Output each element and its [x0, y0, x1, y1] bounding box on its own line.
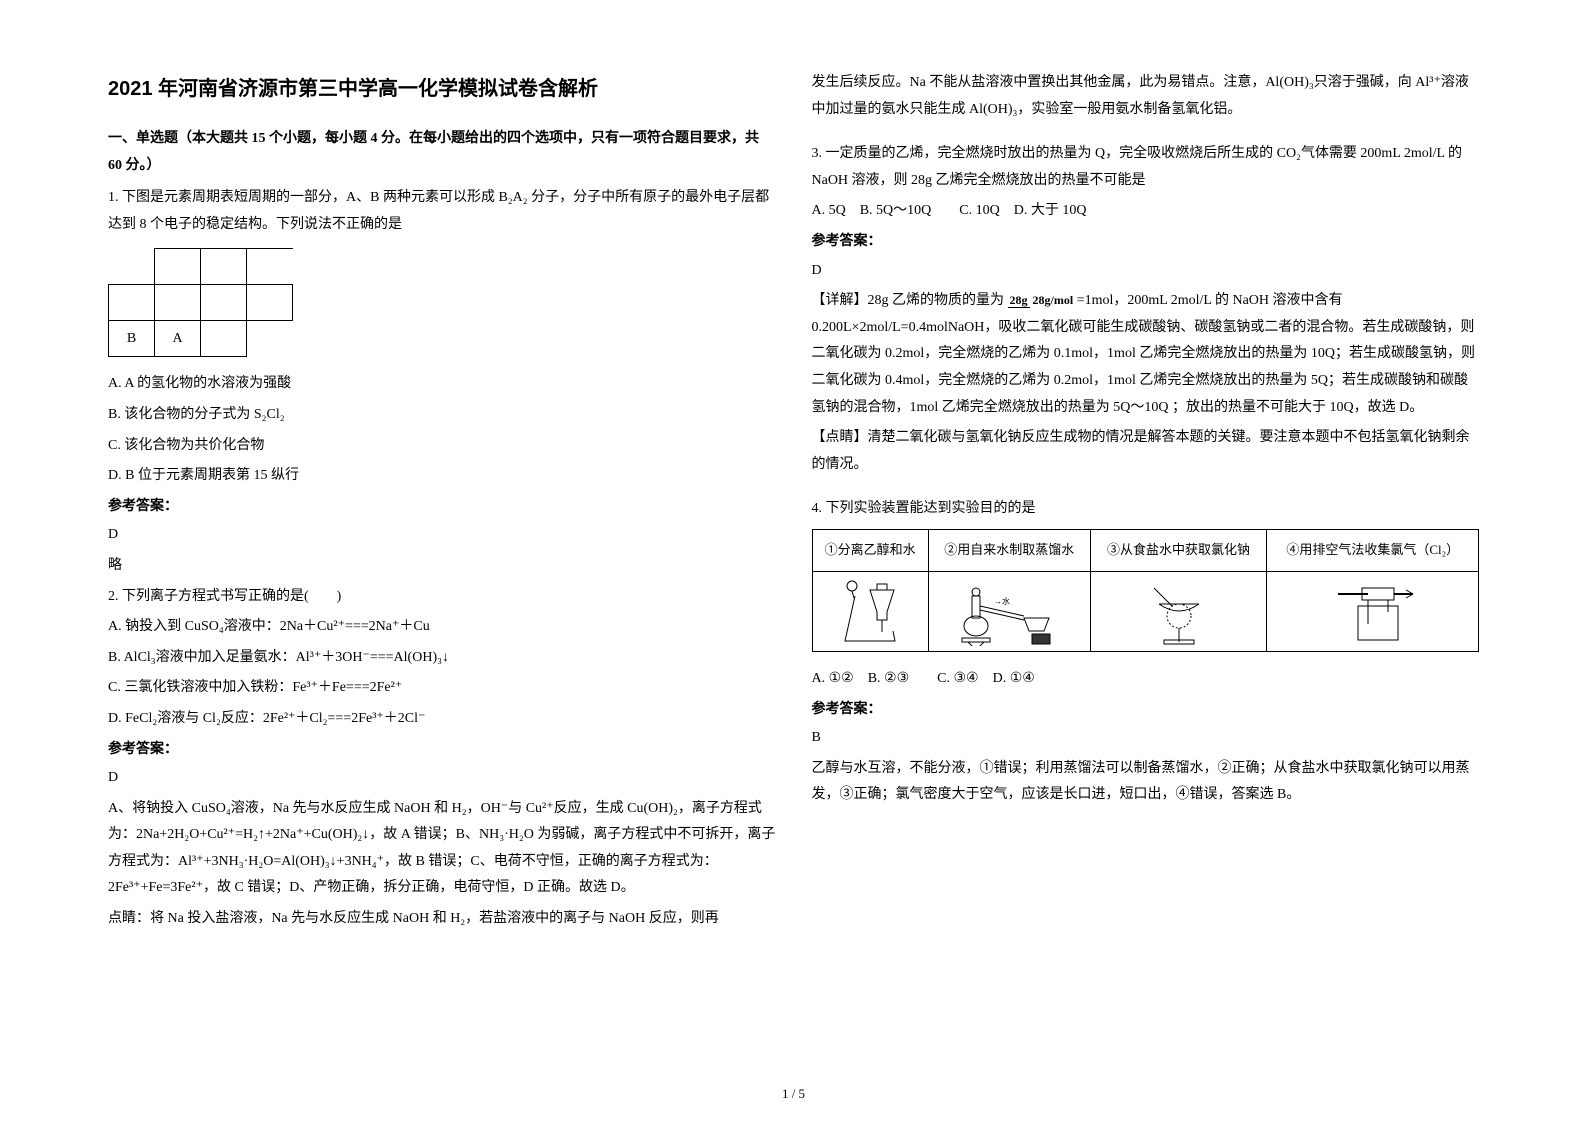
- q3-tip: 【点睛】清楚二氧化碳与氢氧化钠反应生成物的情况是解答本题的关键。要注意本题中不包…: [812, 425, 1480, 478]
- exam-title: 2021 年河南省济源市第三中学高一化学模拟试卷含解析: [108, 70, 776, 108]
- q2-ans: D: [108, 765, 776, 792]
- exp-h4: ④用排空气法收集氯气（Cl₂）: [1267, 529, 1479, 571]
- q1-exp: 略: [108, 553, 776, 580]
- section-1-header: 一、单选题（本大题共 15 个小题，每小题 4 分。在每小题给出的四个选项中，只…: [108, 126, 776, 179]
- q3-ans: D: [812, 258, 1480, 285]
- q1-optD: D. B 位于元素周期表第 15 纵行: [108, 463, 776, 490]
- q3-stem: 3. 一定质量的乙烯，完全燃烧时放出的热量为 Q，完全吸收燃烧后所生成的 CO₂…: [812, 141, 1480, 194]
- q4-exp: 乙醇与水互溶，不能分液，①错误；利用蒸馏法可以制备蒸馏水，②正确；从食盐水中获取…: [812, 756, 1480, 809]
- q1-optA: A. A 的氢化物的水溶液为强酸: [108, 371, 776, 398]
- q1-ans: D: [108, 522, 776, 549]
- q1-optB: B. 该化合物的分子式为 S₂Cl₂: [108, 402, 776, 429]
- q3-detail-post: =1mol，200mL 2mol/L 的 NaOH 溶液中含有 0.200L×2…: [812, 293, 1475, 414]
- q4-ans: B: [812, 725, 1480, 752]
- q2-tip: 点睛：将 Na 投入盐溶液，Na 先与水反应生成 NaOH 和 H₂，若盐溶液中…: [108, 906, 776, 933]
- q4-ans-label: 参考答案：: [812, 697, 1480, 724]
- q2-optD: D. FeCl₂溶液与 Cl₂反应：2Fe²⁺＋Cl₂===2Fe³⁺＋2Cl⁻: [108, 706, 776, 733]
- q1-ans-label: 参考答案：: [108, 494, 776, 521]
- exp-h3: ③从食盐水中获取氯化钠: [1090, 529, 1267, 571]
- exp-h1: ①分离乙醇和水: [812, 529, 928, 571]
- left-column: 2021 年河南省济源市第三中学高一化学模拟试卷含解析 一、单选题（本大题共 1…: [90, 70, 794, 1082]
- q2-optB: B. AlCl₃溶液中加入足量氨水：Al³⁺＋3OH⁻===Al(OH)₃↓: [108, 645, 776, 672]
- right-column: 发生后续反应。Na 不能从盐溶液中置换出其他金属，此为易错点。注意，Al(OH)…: [794, 70, 1498, 1082]
- experiment-table: ①分离乙醇和水 ②用自来水制取蒸馏水 ③从食盐水中获取氯化钠 ④用排空气法收集氯…: [812, 529, 1480, 652]
- q2-stem: 2. 下列离子方程式书写正确的是( ): [108, 584, 776, 611]
- q1-optC: C. 该化合物为共价化合物: [108, 433, 776, 460]
- cell-B: B: [109, 321, 155, 357]
- svg-text:→水: →水: [994, 596, 1010, 606]
- q2-optC: C. 三氯化铁溶液中加入铁粉：Fe³⁺＋Fe===2Fe²⁺: [108, 675, 776, 702]
- q2-cont: 发生后续反应。Na 不能从盐溶液中置换出其他金属，此为易错点。注意，Al(OH)…: [812, 70, 1480, 123]
- distillation-icon: →水: [954, 576, 1064, 646]
- page-number: 1 / 5: [782, 1086, 805, 1102]
- q2-expA: A、将钠投入 CuSO₄溶液，Na 先与水反应生成 NaOH 和 H₂，OH⁻与…: [108, 796, 776, 902]
- q1-stem: 1. 下图是元素周期表短周期的一部分，A、B 两种元素可以形成 B₂A₂ 分子，…: [108, 185, 776, 238]
- separating-funnel-icon: [835, 576, 905, 646]
- q3-ans-label: 参考答案：: [812, 229, 1480, 256]
- q4-opts: A. ①② B. ②③ C. ③④ D. ①④: [812, 666, 1480, 693]
- q3-opts: A. 5Q B. 5Q～10Q C. 10Q D. 大于 10Q: [812, 198, 1480, 225]
- q3-detail: 【详解】28g 乙烯的物质的量为 28g 28g/mol =1mol，200mL…: [812, 288, 1480, 421]
- gas-collection-icon: [1328, 576, 1418, 646]
- periodic-table-fragment: B A: [108, 248, 293, 357]
- q2-optA: A. 钠投入到 CuSO₄溶液中：2Na＋Cu²⁺===2Na⁺＋Cu: [108, 614, 776, 641]
- fraction-icon: 28g 28g/mol: [1008, 294, 1074, 307]
- q4-stem: 4. 下列实验装置能达到实验目的的是: [812, 496, 1480, 523]
- exp-h2: ②用自来水制取蒸馏水: [928, 529, 1090, 571]
- q3-detail-pre: 【详解】28g 乙烯的物质的量为: [812, 293, 1005, 308]
- cell-A: A: [155, 321, 201, 357]
- q2-ans-label: 参考答案：: [108, 737, 776, 764]
- evaporation-icon: [1144, 576, 1214, 646]
